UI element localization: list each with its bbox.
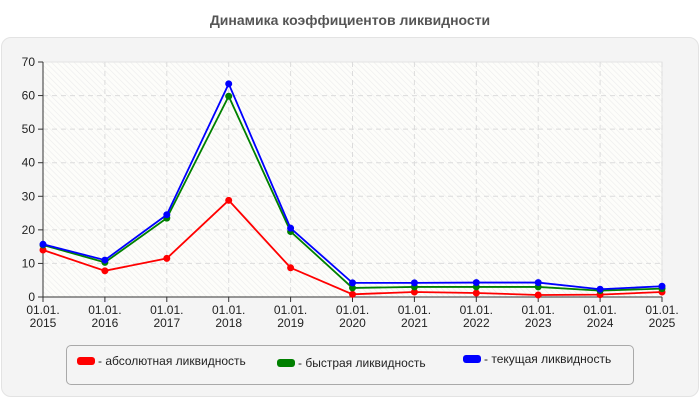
y-tick-label: 40 xyxy=(22,156,36,170)
x-tick-label: 2023 xyxy=(525,316,552,330)
legend-swatch-red xyxy=(77,357,95,365)
data-point[interactable] xyxy=(39,240,47,248)
y-tick-label: 60 xyxy=(22,89,36,103)
x-tick-label: 01.01. xyxy=(212,303,245,317)
data-point[interactable] xyxy=(349,290,356,298)
x-tick-label: 01.01. xyxy=(398,303,431,317)
data-point[interactable] xyxy=(287,264,295,272)
y-tick-label: 20 xyxy=(22,223,36,237)
x-tick-label: 01.01. xyxy=(583,303,616,317)
x-tick-label: 01.01. xyxy=(274,303,307,317)
x-tick-label: 01.01. xyxy=(88,303,121,317)
x-tick-label: 2024 xyxy=(587,316,614,330)
y-tick-label: 50 xyxy=(22,122,36,136)
data-point[interactable] xyxy=(534,291,542,299)
data-point[interactable] xyxy=(225,80,233,88)
x-tick-label: 01.01. xyxy=(26,303,59,317)
legend-item-quick: - быстрая ликвидность xyxy=(277,356,426,370)
data-point[interactable] xyxy=(596,285,604,293)
legend-item-current: - текущая ликвидность xyxy=(463,352,611,366)
data-point[interactable] xyxy=(287,224,295,232)
legend-label: - быстрая ликвидность xyxy=(298,356,426,370)
data-point[interactable] xyxy=(472,289,480,297)
x-tick-label: 2018 xyxy=(215,316,242,330)
x-tick-label: 01.01. xyxy=(522,303,555,317)
chart-legend: - абсолютная ликвидность - быстрая ликви… xyxy=(66,345,634,385)
data-point[interactable] xyxy=(163,254,171,262)
x-tick-label: 01.01. xyxy=(460,303,493,317)
y-tick-label: 10 xyxy=(22,256,36,270)
legend-swatch-green xyxy=(277,359,295,367)
x-tick-label: 2015 xyxy=(30,316,57,330)
x-tick-label: 01.01. xyxy=(150,303,183,317)
data-point[interactable] xyxy=(349,279,356,287)
data-point[interactable] xyxy=(225,92,233,100)
x-tick-label: 2016 xyxy=(92,316,119,330)
y-tick-label: 30 xyxy=(22,189,36,203)
x-tick-label: 2022 xyxy=(463,316,490,330)
data-point[interactable] xyxy=(534,279,542,287)
data-point[interactable] xyxy=(410,288,418,296)
y-tick-label: 0 xyxy=(28,290,35,304)
legend-swatch-blue xyxy=(463,355,481,363)
chart-title: Динамика коэффициентов ликвидности xyxy=(209,12,491,28)
x-tick-label: 2021 xyxy=(401,316,428,330)
x-tick-label: 2017 xyxy=(153,316,180,330)
data-point[interactable] xyxy=(410,279,418,287)
data-point[interactable] xyxy=(101,267,109,275)
data-point[interactable] xyxy=(39,246,47,254)
x-tick-label: 2025 xyxy=(649,316,676,330)
x-tick-label: 2020 xyxy=(339,316,366,330)
data-point[interactable] xyxy=(101,256,109,264)
x-tick-label: 01.01. xyxy=(645,303,678,317)
data-point[interactable] xyxy=(658,282,666,290)
data-point[interactable] xyxy=(225,196,233,204)
legend-label: - абсолютная ликвидность xyxy=(98,354,246,368)
data-point[interactable] xyxy=(349,284,356,292)
x-tick-label: 2019 xyxy=(277,316,304,330)
x-tick-label: 01.01. xyxy=(336,303,369,317)
legend-label: - текущая ликвидность xyxy=(484,352,612,366)
legend-item-absolute: - абсолютная ликвидность xyxy=(77,354,246,368)
data-point[interactable] xyxy=(163,211,171,219)
y-tick-label: 70 xyxy=(22,55,36,69)
data-point[interactable] xyxy=(472,279,480,287)
